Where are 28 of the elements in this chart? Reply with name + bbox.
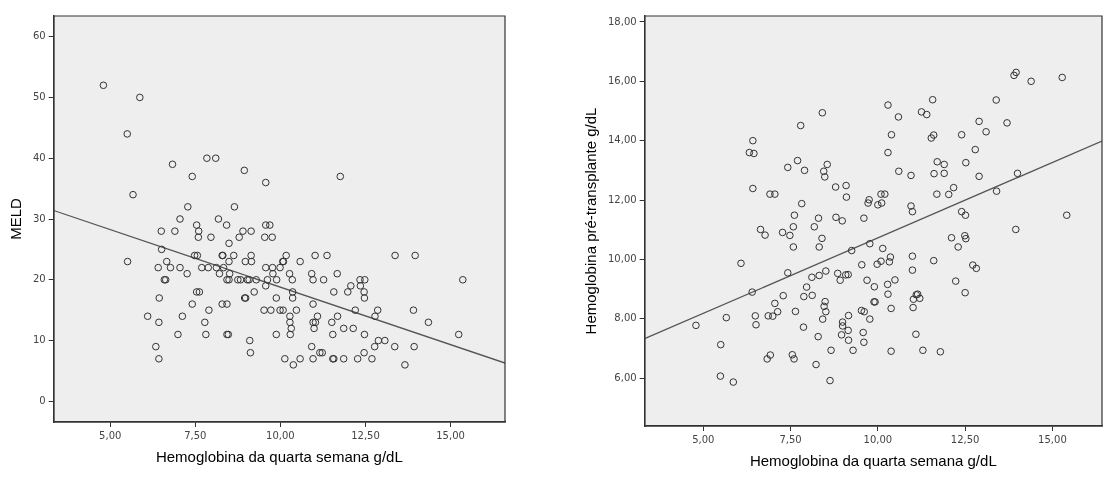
x-tick-label: 15,00 [436,429,465,441]
y-tick-label: 16,00 [607,74,637,86]
y-tick-label: 60 [32,30,46,42]
x-tick-label: 5,00 [692,433,715,445]
y-axis-title: MELD [7,198,25,240]
x-tick-label: 12,50 [950,433,980,445]
x-tick-label: 10,00 [266,429,295,441]
y-tick-label: 40 [32,151,46,163]
y-tick-label: 10 [32,334,46,346]
y-tick-label: 14,00 [607,134,637,146]
y-tick-label: 50 [32,91,46,103]
y-tick-label: 0 [39,394,46,406]
x-tick-label: 15,00 [1038,433,1067,445]
y-tick-label: 8,00 [614,312,637,324]
x-tick-label: 5,00 [99,429,122,441]
y-tick-label: 12,00 [607,193,637,205]
x-tick-label: 7,50 [184,429,207,441]
y-tick-label: 20 [32,273,46,285]
x-tick-label: 12,50 [351,429,380,441]
y-tick-label: 30 [32,212,46,224]
y-axis-title: Hemoglobina pré-transplante g/dL [582,107,600,335]
y-tick-label: 18,00 [607,15,637,27]
y-tick-label: 6,00 [614,371,637,383]
x-tick-label: 10,00 [863,433,893,445]
x-axis-title: Hemoglobina da quarta semana g/dL [155,448,403,466]
y-tick-label: 10,00 [607,253,637,265]
x-axis-title: Hemoglobina da quarta semana g/dL [749,452,997,470]
x-tick-label: 7,50 [779,433,802,445]
